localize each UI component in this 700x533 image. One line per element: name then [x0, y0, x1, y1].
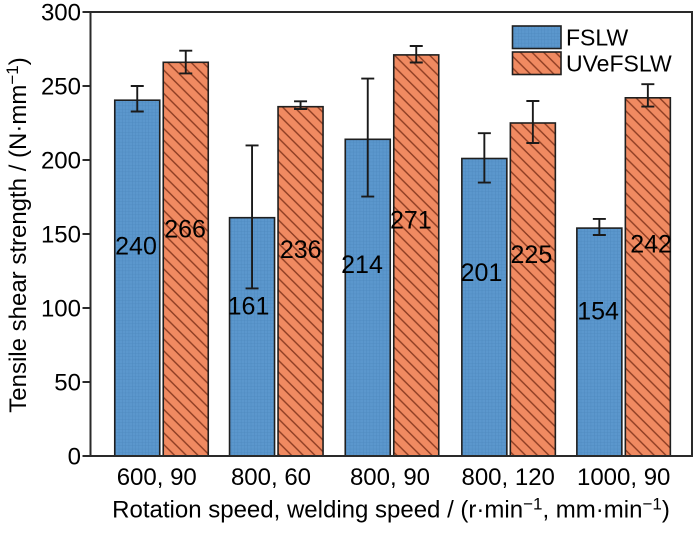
svg-text:161: 161	[228, 293, 270, 321]
svg-text:236: 236	[280, 236, 322, 264]
svg-text:800, 120: 800, 120	[461, 464, 554, 491]
svg-text:250: 250	[41, 74, 81, 101]
svg-text:50: 50	[54, 370, 81, 397]
svg-text:1000, 90: 1000, 90	[577, 464, 670, 491]
svg-text:200: 200	[41, 148, 81, 175]
svg-text:271: 271	[390, 206, 432, 234]
svg-text:214: 214	[341, 251, 383, 279]
svg-text:600, 90: 600, 90	[117, 464, 197, 491]
svg-text:240: 240	[115, 232, 157, 260]
svg-text:154: 154	[577, 297, 619, 325]
svg-text:UVeFSLW: UVeFSLW	[566, 50, 672, 76]
svg-text:800, 60: 800, 60	[231, 464, 311, 491]
svg-text:100: 100	[41, 296, 81, 323]
svg-text:201: 201	[461, 259, 503, 287]
svg-text:Rotation speed, welding speed: Rotation speed, welding speed / (r·min−1…	[112, 495, 670, 524]
svg-text:150: 150	[41, 222, 81, 249]
svg-text:300: 300	[41, 0, 81, 27]
svg-text:0: 0	[68, 444, 81, 471]
svg-text:242: 242	[630, 231, 672, 259]
svg-text:800, 90: 800, 90	[350, 464, 430, 491]
svg-text:FSLW: FSLW	[566, 24, 628, 50]
svg-text:266: 266	[164, 216, 206, 244]
svg-text:225: 225	[511, 241, 553, 269]
svg-text:Tensile shear strength / (N·mm: Tensile shear strength / (N·mm−1)	[3, 57, 32, 413]
